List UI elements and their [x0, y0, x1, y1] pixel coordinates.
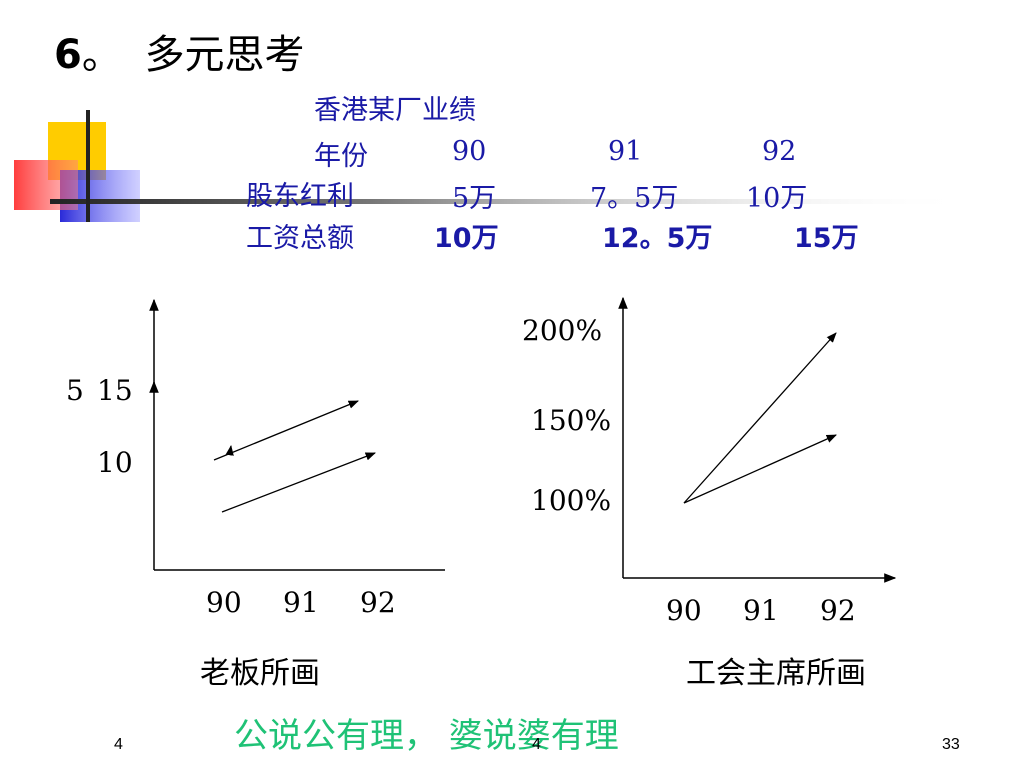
right-chart-series-steep [683, 332, 837, 504]
left-chart-series-lower [221, 452, 376, 513]
title-number: 6 [54, 32, 82, 78]
right-chart-xlabel-92: 92 [820, 594, 856, 627]
footer-center-number: 4 [532, 736, 541, 753]
right-chart-ylabel-150: 150% [531, 404, 612, 437]
left-chart-xlabel-90: 90 [206, 586, 242, 619]
right-chart-caption: 工会主席所画 [686, 656, 866, 691]
row-dividend-90: 5万 [452, 183, 497, 214]
table-year-92: 92 [762, 136, 797, 167]
left-chart-caption: 老板所画 [200, 656, 320, 691]
title-separator: 。 [81, 32, 122, 78]
table-header-label: 年份 [314, 141, 368, 172]
right-chart-ylabel-100: 100% [531, 484, 612, 517]
slide-title: 6。 多元思考 [54, 22, 305, 80]
left-chart-ylabel-5: 5 [66, 374, 84, 407]
row-wages-91: 12。5万 [602, 223, 713, 254]
left-chart-xlabel-92: 92 [360, 586, 396, 619]
left-chart-ylabel-10: 10 [97, 446, 133, 479]
right-chart-ylabel-200: 200% [522, 314, 603, 347]
table-caption: 香港某厂业绩 [314, 95, 476, 126]
row-dividend-92: 10万 [746, 183, 808, 214]
table-year-91: 91 [608, 136, 643, 167]
title-text: 多元思考 [144, 32, 305, 78]
footer-left-number: 4 [114, 736, 123, 753]
left-chart-series-upper [213, 400, 359, 461]
right-chart-xlabel-90: 90 [666, 594, 702, 627]
row-wages-90: 10万 [434, 223, 499, 254]
left-chart-ylabel-15: 15 [97, 374, 133, 407]
slogan-text: 公说公有理， 婆说婆有理 [234, 716, 619, 756]
left-chart-xlabel-91: 91 [283, 586, 319, 619]
table-year-90: 90 [452, 136, 487, 167]
row-wages-92: 15万 [794, 223, 859, 254]
row-dividend-label: 股东红利 [246, 181, 354, 212]
left-chart-series-upper-tick [225, 444, 234, 456]
slide-number: 33 [942, 736, 960, 753]
row-wages-label: 工资总额 [246, 223, 354, 254]
row-dividend-91: 7。5万 [590, 183, 679, 214]
right-chart-series-shallow [683, 434, 837, 504]
right-chart-xlabel-91: 91 [743, 594, 779, 627]
